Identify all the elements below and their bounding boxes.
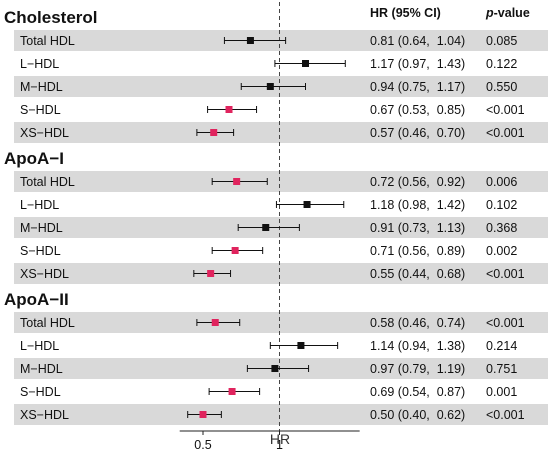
x-axis-label: HR: [270, 431, 290, 447]
row-label: S−HDL: [20, 385, 61, 399]
row-p-value: <0.001: [486, 267, 525, 281]
row-hr-ci-value: 1.14 (0.94, 1.38): [370, 339, 465, 353]
hr-point-marker: [207, 270, 215, 277]
row-label: M−HDL: [20, 80, 63, 94]
row-p-value: 0.102: [486, 198, 517, 212]
row-p-value: <0.001: [486, 126, 525, 140]
row-label: L−HDL: [20, 339, 59, 353]
row-hr-ci-value: 0.81 (0.64, 1.04): [370, 34, 465, 48]
row-shade: [14, 263, 548, 284]
row-hr-ci-value: 0.91 (0.73, 1.13): [370, 221, 465, 235]
row-shade: [14, 171, 548, 192]
row-p-value: 0.122: [486, 57, 517, 71]
row-p-value: <0.001: [486, 103, 525, 117]
x-tick-label: 0.5: [194, 438, 211, 450]
hr-point-marker: [271, 365, 279, 372]
row-hr-ci-value: 0.69 (0.54, 0.87): [370, 385, 465, 399]
row-label: M−HDL: [20, 221, 63, 235]
row-hr-ci-value: 0.97 (0.79, 1.19): [370, 362, 465, 376]
row-label: S−HDL: [20, 244, 61, 258]
hr-point-marker: [211, 319, 219, 326]
row-hr-ci-value: 0.72 (0.56, 0.92): [370, 175, 465, 189]
column-header-hr-ci: HR (95% CI): [370, 6, 441, 20]
hr-point-marker: [266, 83, 274, 90]
p-value-italic-p: p: [485, 6, 494, 20]
column-header-p-value: p-value: [485, 6, 530, 20]
row-p-value: 0.006: [486, 175, 517, 189]
row-hr-ci-value: 1.17 (0.97, 1.43): [370, 57, 465, 71]
forest-rows-layer: Total HDL 0.81 (0.64, 1.04) 0.085 L−HDL 1.17…: [20, 34, 525, 422]
row-label: Total HDL: [20, 316, 75, 330]
row-label: L−HDL: [20, 198, 59, 212]
hr-point-marker: [302, 60, 310, 67]
row-label: XS−HDL: [20, 126, 69, 140]
hr-point-marker: [225, 106, 233, 113]
hr-point-marker: [246, 37, 254, 44]
p-value-suffix: -value: [494, 6, 530, 20]
hr-point-marker: [303, 201, 311, 208]
hr-point-marker: [199, 411, 207, 418]
row-p-value: <0.001: [486, 408, 525, 422]
section-title: ApoA−II: [4, 290, 69, 309]
x-tick-label: 1: [276, 438, 283, 450]
hr-point-marker: [297, 342, 305, 349]
row-hr-ci-value: 0.55 (0.44, 0.68): [370, 267, 465, 281]
hr-point-marker: [228, 388, 236, 395]
row-hr-ci-value: 0.71 (0.56, 0.89): [370, 244, 465, 258]
row-shade: [14, 122, 548, 143]
row-label: Total HDL: [20, 175, 75, 189]
row-label: S−HDL: [20, 103, 61, 117]
row-label: Total HDL: [20, 34, 75, 48]
row-hr-ci-value: 1.18 (0.98, 1.42): [370, 198, 465, 212]
section-title: Cholesterol: [4, 8, 98, 27]
row-label: XS−HDL: [20, 267, 69, 281]
row-p-value: 0.550: [486, 80, 517, 94]
row-hr-ci-value: 0.57 (0.46, 0.70): [370, 126, 465, 140]
section-headers-layer: Cholesterol ApoA−I ApoA−II: [4, 8, 98, 309]
section-title: ApoA−I: [4, 149, 64, 168]
row-hr-ci-value: 0.58 (0.46, 0.74): [370, 316, 465, 330]
row-label: L−HDL: [20, 57, 59, 71]
row-p-value: 0.002: [486, 244, 517, 258]
row-shading-layer: [14, 30, 548, 425]
row-p-value: 0.001: [486, 385, 517, 399]
row-label: XS−HDL: [20, 408, 69, 422]
row-hr-ci-value: 0.67 (0.53, 0.85): [370, 103, 465, 117]
row-p-value: <0.001: [486, 316, 525, 330]
row-hr-ci-value: 0.50 (0.40, 0.62): [370, 408, 465, 422]
row-shade: [14, 312, 548, 333]
hr-point-marker: [233, 178, 241, 185]
row-p-value: 0.214: [486, 339, 517, 353]
hr-point-marker: [210, 129, 218, 136]
hr-point-marker: [262, 224, 270, 231]
row-p-value: 0.085: [486, 34, 517, 48]
row-label: M−HDL: [20, 362, 63, 376]
row-p-value: 0.368: [486, 221, 517, 235]
x-axis: 0.5 1: [179, 430, 360, 450]
hr-point-marker: [231, 247, 239, 254]
row-shade: [14, 404, 548, 425]
row-p-value: 0.751: [486, 362, 517, 376]
row-hr-ci-value: 0.94 (0.75, 1.17): [370, 80, 465, 94]
